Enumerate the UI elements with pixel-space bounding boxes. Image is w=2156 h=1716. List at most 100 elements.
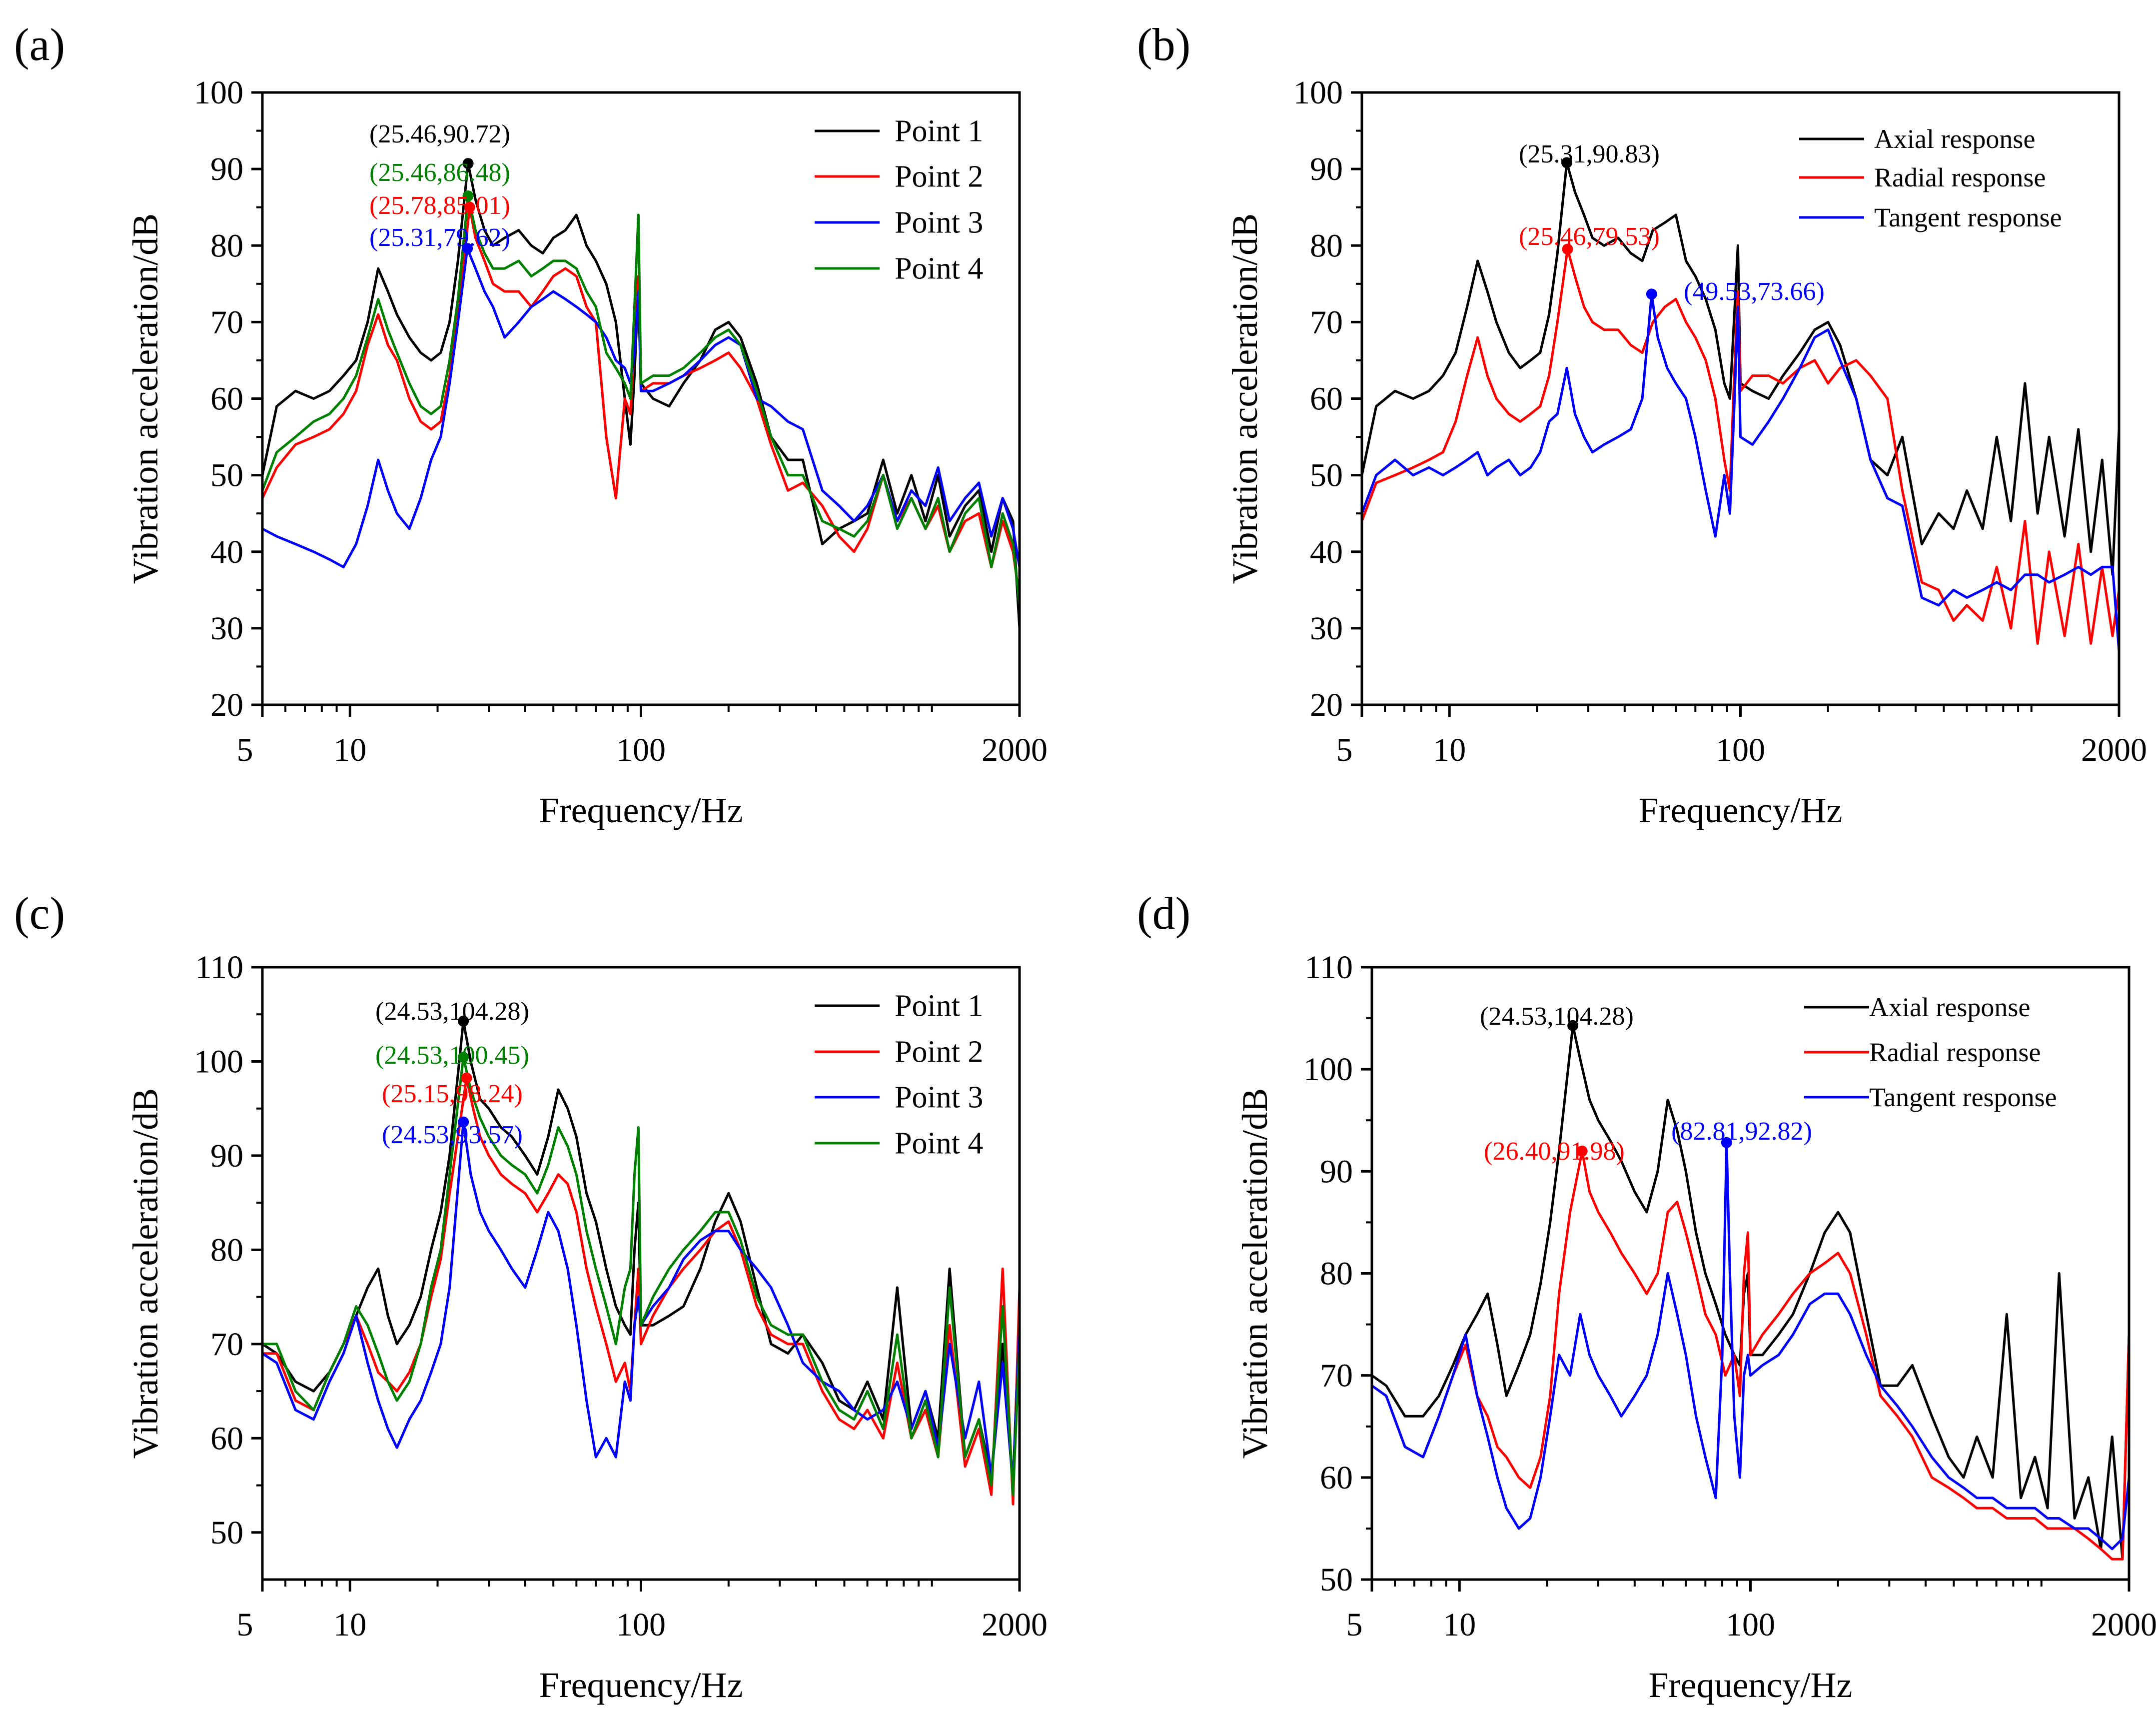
x-tick-label: 5: [237, 732, 253, 768]
peak-annotation: (24.53,93.57): [382, 1121, 523, 1149]
peak-marker: [458, 1051, 469, 1063]
y-tick-label: 50: [210, 1515, 243, 1551]
y-tick-label: 100: [194, 74, 243, 111]
x-axis-label: Frequency/Hz: [539, 790, 743, 830]
y-tick-label: 30: [210, 610, 243, 647]
series-layer: [262, 1020, 1020, 1506]
peak-marker: [458, 1116, 469, 1128]
peak-annotation: (24.53,104.28): [1480, 1002, 1634, 1031]
peak-marker: [462, 190, 474, 202]
peak-marker: [1721, 1137, 1732, 1148]
x-tick-label: 2000: [2091, 1607, 2156, 1643]
panel-a: (a) 20 30 40 50 60 70 80 90 100 5 10 100 2000 Frequenc…: [14, 19, 1048, 830]
series-line-radial-response: [1362, 247, 2119, 645]
legend-entry: Point 2: [895, 159, 983, 193]
peak-annotation: (25.78,85.01): [369, 191, 510, 220]
peak-annotation: (25.31,79.62): [369, 223, 510, 252]
y-tick-label: 60: [210, 1420, 243, 1457]
x-tick-label: 10: [333, 732, 366, 768]
legend-entry: Radial response: [1874, 162, 2046, 192]
y-tick-label: 100: [194, 1043, 243, 1080]
y-axis-label: Vibration acceleration/dB: [125, 1088, 165, 1459]
legend-entry: Radial response: [1869, 1037, 2041, 1067]
y-tick-label: 80: [210, 1232, 243, 1268]
peak-marker: [461, 1072, 472, 1084]
panel-c: (c) 50 60 70 80 90 100 110 5 10 100 2000 Frequency/H…: [14, 888, 1048, 1705]
peak-annotation: (25.46,86.48): [369, 158, 510, 187]
y-tick-label: 50: [1310, 457, 1343, 494]
y-tick-label: 100: [1293, 74, 1343, 111]
y-tick-label: 90: [210, 151, 243, 187]
y-tick-label: 110: [1304, 949, 1353, 986]
series-line-point-4: [262, 1056, 1020, 1496]
peak-marker: [1567, 1020, 1579, 1031]
y-tick-label: 80: [1320, 1256, 1353, 1292]
x-tick-label: 100: [1726, 1607, 1775, 1643]
y-tick-label: 110: [195, 949, 243, 986]
panel-label: (c): [14, 888, 65, 939]
y-tick-label: 40: [1310, 534, 1343, 570]
y-tick-label: 60: [1310, 381, 1343, 417]
peak-marker: [458, 1015, 469, 1027]
y-tick-label: 60: [210, 381, 243, 417]
legend-entry: Point 2: [895, 1035, 983, 1069]
peak-annotation: (26.40,91.98): [1484, 1137, 1625, 1166]
series-line-axial-response: [1362, 161, 2119, 576]
y-tick-label: 30: [1310, 610, 1343, 647]
x-tick-label: 10: [333, 1607, 366, 1643]
x-tick-label: 100: [1716, 732, 1765, 768]
peak-marker: [464, 201, 475, 213]
y-tick-label: 100: [1303, 1051, 1353, 1088]
x-tick-label: 10: [1443, 1607, 1476, 1643]
peak-annotation: (25.46,90.72): [369, 120, 510, 148]
legend-entry: Tangent response: [1874, 202, 2062, 232]
peak-marker: [1646, 288, 1657, 300]
x-tick-label: 5: [1336, 732, 1353, 768]
legend-entry: Tangent response: [1869, 1082, 2057, 1112]
peak-annotation: (82.81,92.82): [1671, 1117, 1812, 1146]
y-axis-label: Vibration acceleration/dB: [125, 213, 165, 584]
x-tick-label: 5: [237, 1607, 253, 1643]
x-tick-label: 5: [1346, 1607, 1363, 1643]
x-tick-label: 2000: [982, 1607, 1048, 1643]
peak-marker: [462, 243, 473, 254]
y-tick-label: 20: [1310, 687, 1343, 723]
panel-label: (d): [1137, 888, 1190, 939]
peak-marker: [1562, 243, 1573, 255]
panel-label: (a): [14, 19, 65, 70]
y-tick-label: 40: [210, 534, 243, 570]
legend-entry: Point 3: [895, 205, 983, 239]
x-axis-label: Frequency/Hz: [1639, 790, 1843, 830]
y-tick-label: 90: [1320, 1153, 1353, 1190]
legend-entry: Point 1: [895, 989, 983, 1023]
y-tick-label: 80: [210, 227, 243, 264]
x-tick-label: 2000: [982, 732, 1048, 768]
series-line-point-2: [262, 1077, 1020, 1506]
series-line-point-3: [262, 247, 1020, 568]
y-tick-label: 20: [210, 687, 243, 723]
legend-entry: Axial response: [1874, 124, 2035, 154]
y-tick-label: 70: [210, 304, 243, 340]
y-tick-label: 80: [1310, 227, 1343, 264]
y-axis-label: Vibration acceleration/dB: [1235, 1088, 1275, 1459]
y-tick-label: 50: [210, 457, 243, 494]
peak-annotation: (49.53,73.66): [1684, 277, 1825, 306]
x-axis-label: Frequency/Hz: [1649, 1665, 1853, 1705]
series-layer: [262, 162, 1020, 629]
series-layer: [1362, 161, 2119, 651]
peak-annotation: (25.31,90.83): [1519, 140, 1660, 168]
legend-entry: Point 3: [895, 1080, 983, 1114]
series-line-tangent-response: [1362, 292, 2119, 651]
x-tick-label: 2000: [2081, 732, 2147, 768]
series-line-axial-response: [1372, 1024, 2129, 1561]
peak-marker: [1561, 157, 1573, 168]
series-line-point-3: [262, 1121, 1020, 1487]
y-tick-label: 70: [1310, 304, 1343, 340]
peak-annotation: (25.46,79.53): [1519, 222, 1660, 251]
legend-entry: Point 4: [895, 1126, 983, 1160]
y-tick-label: 70: [210, 1326, 243, 1363]
panel-d: (d) 50 60 70 80 90 100 110 5 10 100 2000 Frequency/H…: [1137, 888, 2156, 1705]
y-tick-label: 70: [1320, 1358, 1353, 1394]
y-tick-label: 90: [1310, 151, 1343, 187]
